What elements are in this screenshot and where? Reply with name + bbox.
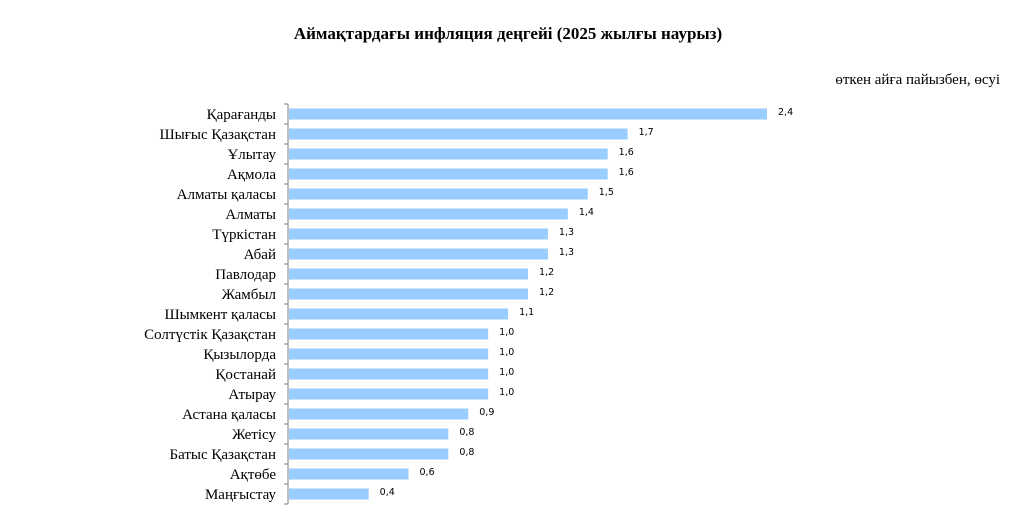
unit-note: өткен айға пайызбен, өсуі <box>835 72 1000 88</box>
value-label: 1,0 <box>499 387 514 398</box>
value-label: 1,2 <box>539 267 554 278</box>
category-label: Павлодар <box>215 267 276 283</box>
value-label: 2,4 <box>778 107 793 118</box>
category-label: Жетісу <box>232 427 277 443</box>
value-label: 1,3 <box>559 227 574 238</box>
bar <box>289 168 608 180</box>
value-label: 1,5 <box>599 187 614 198</box>
category-label: Қарағанды <box>207 107 276 123</box>
bar <box>289 308 509 320</box>
category-label: Қостанай <box>215 367 276 383</box>
category-label: Ақтөбе <box>230 467 277 483</box>
bar <box>289 368 489 380</box>
bar <box>289 188 588 200</box>
category-label: Жамбыл <box>222 287 277 303</box>
bar <box>289 468 409 480</box>
category-label: Қызылорда <box>203 347 276 363</box>
value-label: 0,4 <box>380 487 395 498</box>
bar <box>289 448 449 460</box>
category-label: Алматы <box>225 207 276 223</box>
bar <box>289 328 489 340</box>
value-label: 0,8 <box>459 427 474 438</box>
value-label: 1,0 <box>499 347 514 358</box>
value-label: 0,8 <box>459 447 474 458</box>
category-label: Ұлытау <box>227 147 276 163</box>
bar <box>289 428 449 440</box>
value-label: 1,6 <box>619 147 634 158</box>
bar <box>289 288 528 300</box>
category-label: Абай <box>244 247 276 263</box>
value-label: 1,4 <box>579 207 594 218</box>
value-label: 1,1 <box>519 307 534 318</box>
category-label: Атырау <box>228 387 276 403</box>
category-label: Маңғыстау <box>205 487 277 503</box>
value-label: 1,2 <box>539 287 554 298</box>
bar <box>289 148 608 160</box>
value-label: 1,3 <box>559 247 574 258</box>
bar <box>289 228 548 240</box>
bar <box>289 488 369 500</box>
category-label: Батыс Қазақстан <box>169 447 276 463</box>
category-label: Шығыс Қазақстан <box>160 127 276 143</box>
value-label: 1,0 <box>499 367 514 378</box>
bar <box>289 108 767 120</box>
bar <box>289 388 489 400</box>
bar <box>289 248 548 260</box>
category-label: Ақмола <box>227 167 276 183</box>
bar <box>289 408 469 420</box>
value-label: 0,9 <box>479 407 494 418</box>
category-label: Алматы қаласы <box>177 187 276 203</box>
value-label: 1,7 <box>639 127 654 138</box>
chart-title: Аймақтардағы инфляция деңгейі (2025 жылғ… <box>293 24 723 43</box>
value-label: 0,6 <box>420 467 435 478</box>
category-label: Солтүстік Қазақстан <box>144 327 276 343</box>
category-label: Астана қаласы <box>182 407 276 423</box>
value-label: 1,6 <box>619 167 634 178</box>
value-label: 1,0 <box>499 327 514 338</box>
bar <box>289 208 568 220</box>
category-label: Шымкент қаласы <box>164 307 276 323</box>
bar <box>289 348 489 360</box>
bar <box>289 128 628 140</box>
category-label: Түркістан <box>212 227 276 243</box>
bar <box>289 268 528 280</box>
